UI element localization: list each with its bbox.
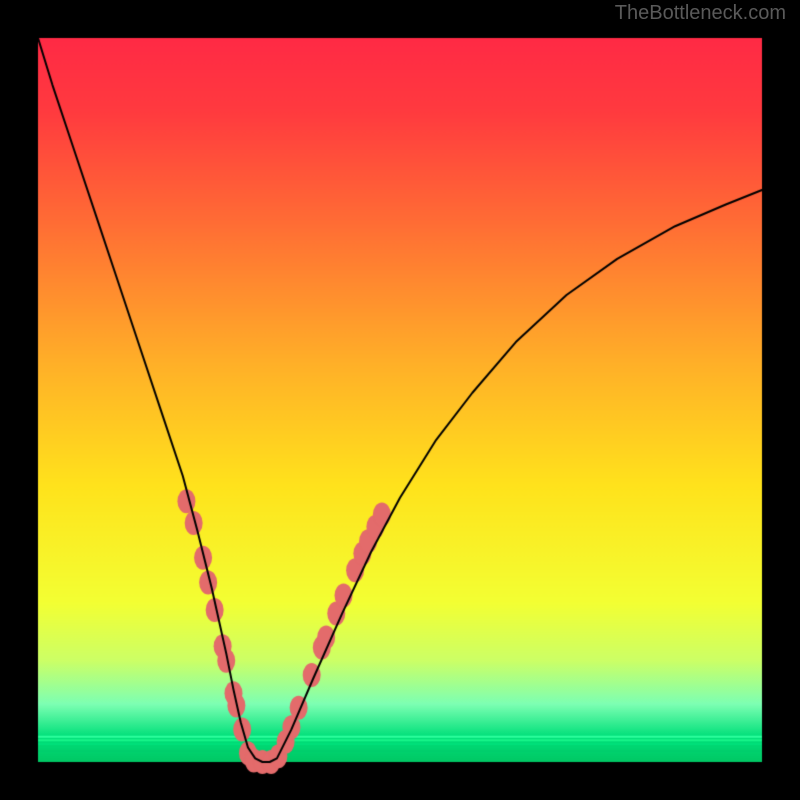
chart-container: TheBottleneck.com [0,0,800,800]
chart-canvas [0,0,800,800]
